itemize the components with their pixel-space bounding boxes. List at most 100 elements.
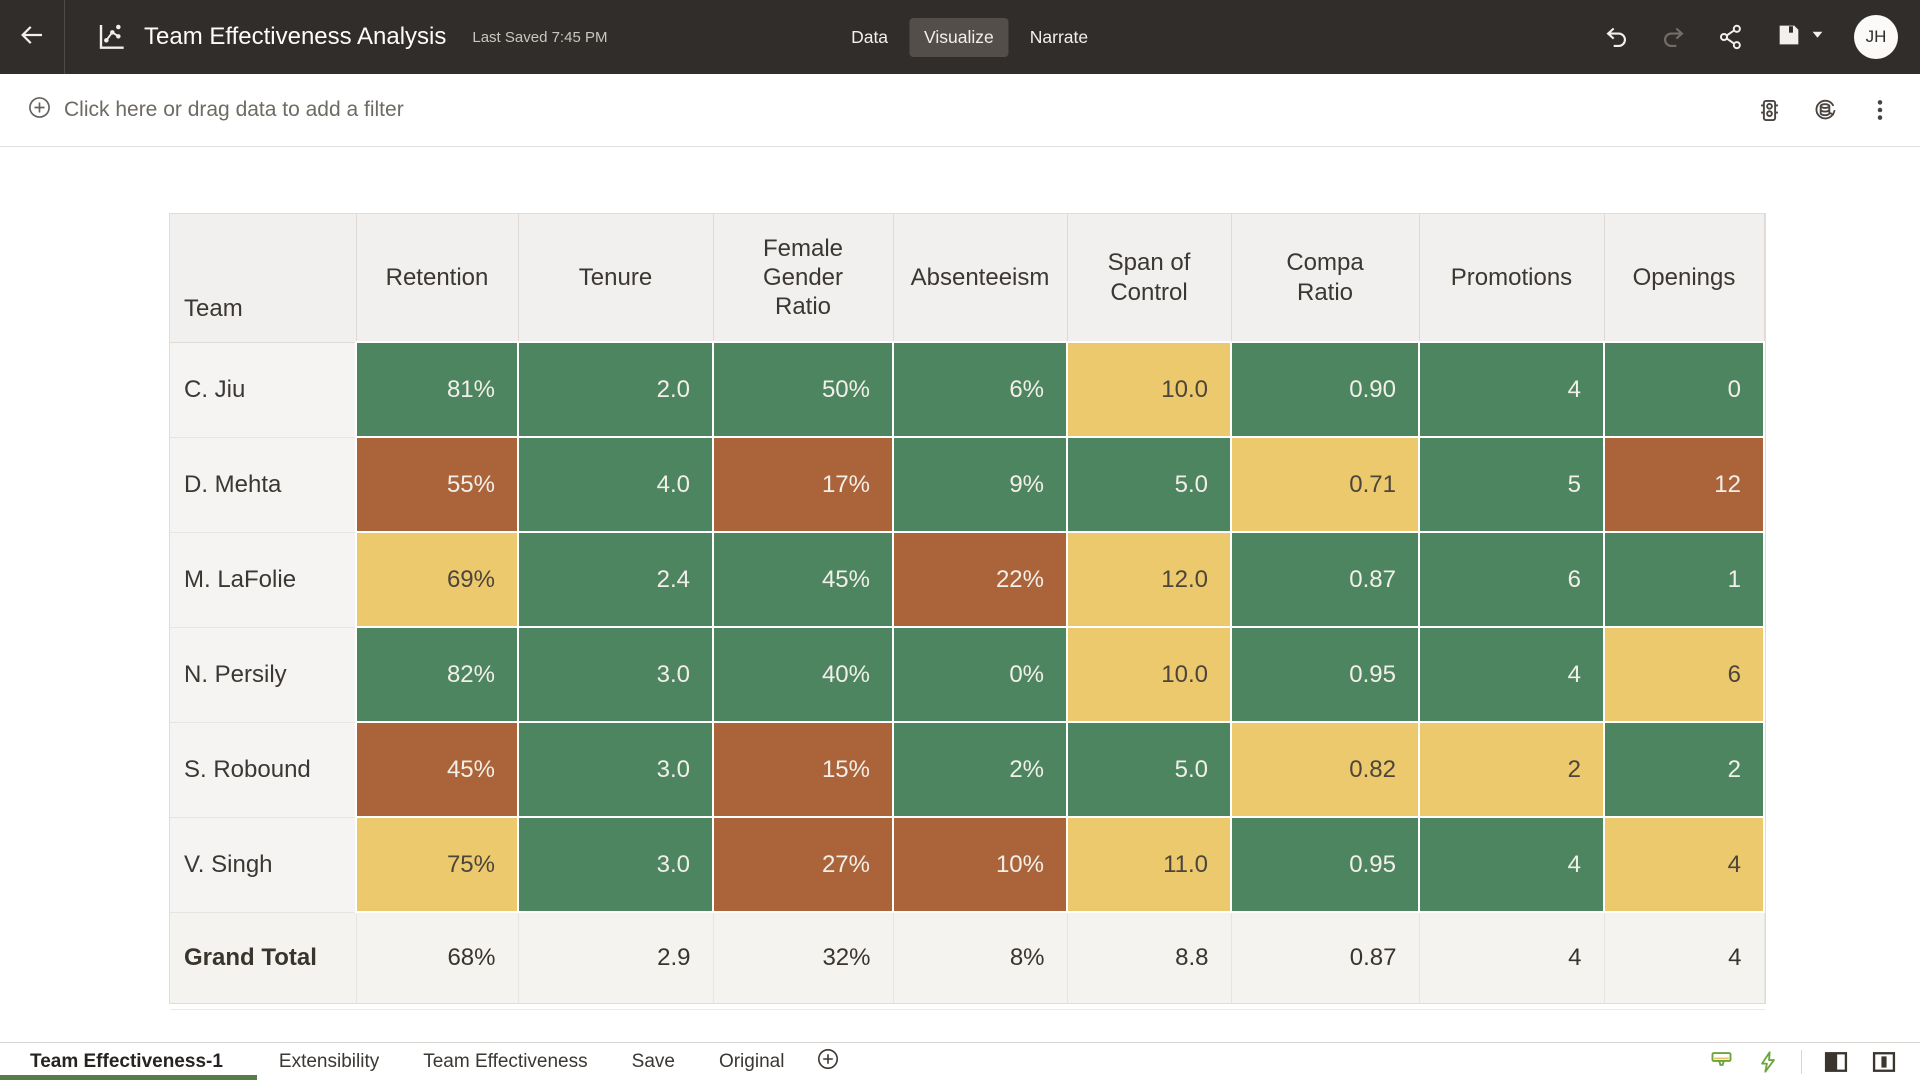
value-cell[interactable]: 4 (1603, 816, 1765, 913)
value-cell[interactable]: 11.0 (1066, 816, 1232, 913)
value-cell[interactable]: 5.0 (1066, 436, 1232, 533)
value-cell[interactable]: 3.0 (517, 721, 714, 818)
column-header-label: Compa Ratio (1286, 249, 1364, 306)
value-cell[interactable]: 6 (1418, 531, 1605, 628)
column-header-label: Promotions (1450, 263, 1573, 291)
table-row: C. Jiu 81% 2.0 50% 6% 10.0 0.90 4 0 (170, 341, 1765, 438)
column-header-label: Team (184, 295, 243, 323)
value-cell[interactable]: 27% (712, 816, 894, 913)
value-cell[interactable]: 0.87 (1230, 531, 1420, 628)
value-cell[interactable]: 10.0 (1066, 626, 1232, 723)
value-cell[interactable]: 75% (355, 816, 519, 913)
redo-icon[interactable] (1660, 24, 1687, 51)
team-effectiveness-table: Team Retention Tenure Female Gender Ratio Ab… (170, 214, 1765, 1003)
view-tab-data[interactable]: Data (851, 26, 889, 47)
kebab-menu-icon[interactable] (1867, 97, 1893, 123)
column-header[interactable]: Team (170, 214, 357, 343)
column-header[interactable]: Openings (1604, 214, 1765, 343)
refresh-data-icon[interactable] (1811, 96, 1839, 124)
table-body: C. Jiu 81% 2.0 50% 6% 10.0 0.90 4 0 D. Mehta 55% 4.… (170, 341, 1765, 1003)
value-cell[interactable]: 2 (1603, 721, 1765, 818)
value-cell[interactable]: 0% (892, 626, 1068, 723)
value-cell[interactable]: 5 (1418, 436, 1605, 533)
value-cell[interactable]: 4.0 (517, 436, 714, 533)
value-cell[interactable]: 40% (712, 626, 894, 723)
undo-icon[interactable] (1603, 24, 1630, 51)
value-cell[interactable]: 0.95 (1230, 816, 1420, 913)
share-icon[interactable] (1717, 23, 1745, 51)
view-tab-narrate[interactable]: Narrate (1029, 26, 1089, 47)
value-cell[interactable]: 12 (1603, 436, 1765, 533)
bottombar-actions (1708, 1043, 1920, 1080)
team-name-cell[interactable]: D. Mehta (170, 437, 357, 533)
bottom-bar: Team Effectiveness-1 Extensibility Team Ef… (0, 1042, 1920, 1080)
avatar[interactable]: JH (1854, 15, 1898, 59)
value-cell[interactable]: 22% (892, 531, 1068, 628)
sheet-tab-extensibility[interactable]: Extensibility (278, 1050, 380, 1072)
column-header[interactable]: Span of Control (1067, 214, 1232, 343)
value-cell[interactable]: 3.0 (517, 816, 714, 913)
topbar-actions: JH (1603, 15, 1920, 59)
value-cell[interactable]: 45% (355, 721, 519, 818)
team-name-cell[interactable]: M. LaFolie (170, 532, 357, 628)
value-cell[interactable]: 2.4 (517, 531, 714, 628)
value-cell[interactable]: 17% (712, 436, 894, 533)
value-cell[interactable]: 4 (1418, 626, 1605, 723)
save-menu[interactable] (1775, 21, 1824, 54)
value-cell[interactable]: 10.0 (1066, 341, 1232, 438)
grand-total-value: 8% (893, 912, 1068, 1003)
value-cell[interactable]: 2 (1418, 721, 1605, 818)
back-button[interactable] (0, 0, 65, 74)
value-cell[interactable]: 82% (355, 626, 519, 723)
value-cell[interactable]: 15% (712, 721, 894, 818)
touch-up-icon[interactable] (1708, 1048, 1735, 1075)
value-cell[interactable]: 12.0 (1066, 531, 1232, 628)
team-name-cell[interactable]: V. Singh (170, 817, 357, 913)
add-canvas-button[interactable] (806, 1043, 850, 1080)
sheet-tab-team-effectiveness[interactable]: Team Effectiveness (423, 1050, 588, 1072)
value-cell[interactable]: 6 (1603, 626, 1765, 723)
value-cell[interactable]: 4 (1418, 816, 1605, 913)
left-panel-toggle-icon[interactable] (1822, 1048, 1850, 1076)
column-header[interactable]: Absenteeism (893, 214, 1068, 343)
value-cell[interactable]: 0 (1603, 341, 1765, 438)
value-cell[interactable]: 4 (1418, 341, 1605, 438)
value-cell[interactable]: 50% (712, 341, 894, 438)
value-cell[interactable]: 69% (355, 531, 519, 628)
value-cell[interactable]: 5.0 (1066, 721, 1232, 818)
limit-values-icon[interactable] (1756, 97, 1783, 124)
column-header[interactable]: Retention (356, 214, 519, 343)
right-panel-toggle-icon[interactable] (1870, 1048, 1898, 1076)
value-cell[interactable]: 0.82 (1230, 721, 1420, 818)
value-cell[interactable]: 81% (355, 341, 519, 438)
value-cell[interactable]: 0.95 (1230, 626, 1420, 723)
value-cell[interactable]: 10% (892, 816, 1068, 913)
value-cell[interactable]: 0.71 (1230, 436, 1420, 533)
add-filter-button[interactable]: Click here or drag data to add a filter (27, 95, 404, 125)
sheet-tab-team-effectiveness-1[interactable]: Team Effectiveness-1 (0, 1043, 257, 1080)
table-header-row: Team Retention Tenure Female Gender Ratio Ab… (170, 214, 1765, 343)
value-cell[interactable]: 45% (712, 531, 894, 628)
team-name-cell[interactable]: S. Robound (170, 722, 357, 818)
team-name-cell[interactable]: C. Jiu (170, 342, 357, 438)
value-cell[interactable]: 3.0 (517, 626, 714, 723)
column-header[interactable]: Female Gender Ratio (713, 214, 894, 343)
value-cell[interactable]: 2% (892, 721, 1068, 818)
value-cell[interactable]: 6% (892, 341, 1068, 438)
value-cell[interactable]: 2.0 (517, 341, 714, 438)
grand-total-value: 32% (713, 912, 894, 1003)
view-tab-visualize[interactable]: Visualize (909, 17, 1009, 57)
table-row: S. Robound 45% 3.0 15% 2% 5.0 0.82 2 2 (170, 721, 1765, 818)
back-arrow-icon (17, 20, 47, 55)
team-name-cell[interactable]: N. Persily (170, 627, 357, 723)
column-header[interactable]: Tenure (518, 214, 714, 343)
column-header[interactable]: Compa Ratio (1231, 214, 1420, 343)
value-cell[interactable]: 55% (355, 436, 519, 533)
value-cell[interactable]: 9% (892, 436, 1068, 533)
sheet-tab-save[interactable]: Save (631, 1050, 675, 1072)
sheet-tab-original[interactable]: Original (718, 1050, 785, 1072)
lightning-icon[interactable] (1755, 1049, 1781, 1075)
value-cell[interactable]: 1 (1603, 531, 1765, 628)
value-cell[interactable]: 0.90 (1230, 341, 1420, 438)
column-header[interactable]: Promotions (1419, 214, 1605, 343)
